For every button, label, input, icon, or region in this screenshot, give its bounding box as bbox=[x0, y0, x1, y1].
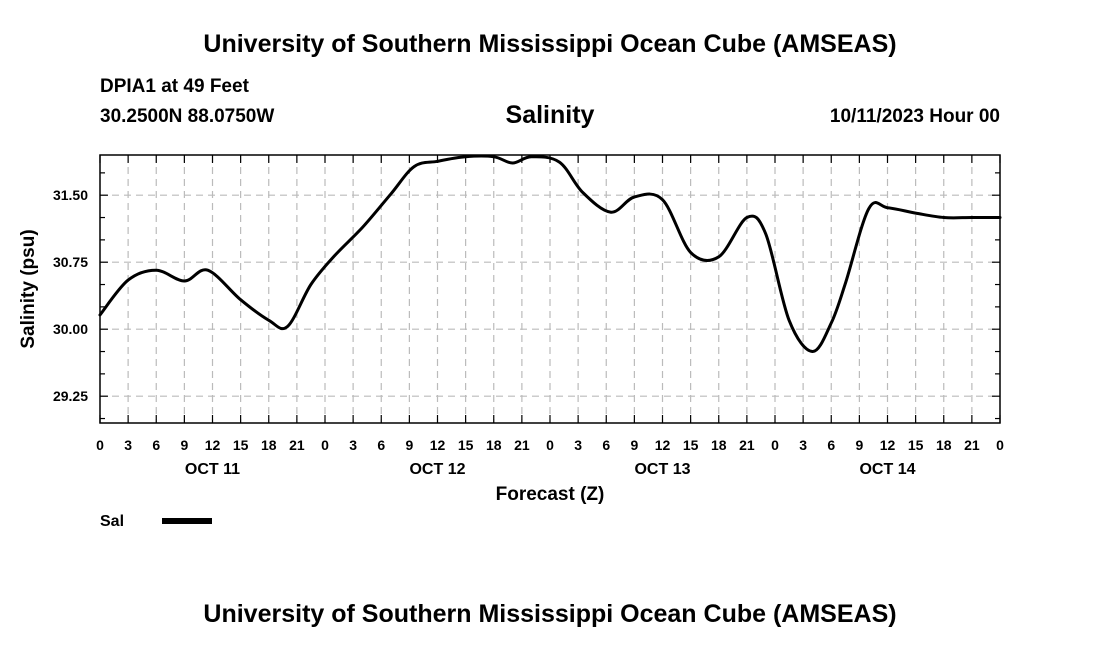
x-tick-label: 15 bbox=[458, 437, 474, 453]
x-tick-label: 21 bbox=[514, 437, 530, 453]
x-axis-labels: 0 3 6 9 12 15 18 21 0 3 6 9 12 15 18 21 0 3 6 9 12 15 18 21 0 3 6 9… bbox=[96, 437, 1004, 478]
x-tick-label: 6 bbox=[377, 437, 385, 453]
x-tick-label: 18 bbox=[711, 437, 727, 453]
x-tick-label: 0 bbox=[771, 437, 779, 453]
x-tick-label: 15 bbox=[683, 437, 699, 453]
x-tick-label: 15 bbox=[233, 437, 249, 453]
y-tick-label: 30.75 bbox=[53, 254, 88, 270]
x-day-label: OCT 11 bbox=[185, 461, 240, 478]
chart-title: Salinity bbox=[505, 101, 595, 129]
x-tick-label: 3 bbox=[124, 437, 132, 453]
salinity-series-line bbox=[98, 154, 1002, 353]
x-tick-label: 0 bbox=[96, 437, 104, 453]
x-tick-label: 6 bbox=[827, 437, 835, 453]
x-tick-label: 9 bbox=[180, 437, 188, 453]
x-tick-label: 12 bbox=[655, 437, 671, 453]
x-tick-label: 12 bbox=[430, 437, 446, 453]
x-tick-label: 18 bbox=[486, 437, 502, 453]
station-label: DPIA1 at 49 Feet bbox=[100, 76, 249, 97]
x-day-label: OCT 14 bbox=[859, 461, 915, 478]
y-tick-label: 31.50 bbox=[53, 187, 88, 203]
x-tick-label: 12 bbox=[880, 437, 896, 453]
x-day-label: OCT 12 bbox=[409, 461, 465, 478]
forecast-datetime: 10/11/2023 Hour 00 bbox=[829, 106, 1000, 127]
x-tick-label: 12 bbox=[205, 437, 221, 453]
x-tick-label: 9 bbox=[405, 437, 413, 453]
x-tick-label: 6 bbox=[152, 437, 160, 453]
x-tick-label: 18 bbox=[936, 437, 952, 453]
chart-ticks bbox=[99, 155, 1001, 423]
x-day-label: OCT 13 bbox=[634, 461, 690, 478]
y-tick-label: 30.00 bbox=[53, 321, 88, 337]
x-tick-label: 6 bbox=[602, 437, 610, 453]
x-tick-label: 0 bbox=[546, 437, 554, 453]
x-tick-label: 9 bbox=[855, 437, 863, 453]
x-tick-label: 3 bbox=[799, 437, 807, 453]
x-tick-label: 9 bbox=[630, 437, 638, 453]
x-axis-title: Forecast (Z) bbox=[496, 484, 605, 505]
page-title: University of Southern Mississippi Ocean… bbox=[203, 30, 897, 58]
legend-label: Sal bbox=[100, 513, 124, 530]
x-tick-label: 21 bbox=[289, 437, 305, 453]
x-tick-label: 0 bbox=[996, 437, 1004, 453]
x-tick-label: 3 bbox=[574, 437, 582, 453]
x-tick-label: 15 bbox=[908, 437, 924, 453]
footer-title: University of Southern Mississippi Ocean… bbox=[203, 600, 897, 628]
chart-grid bbox=[100, 155, 1000, 423]
y-axis-title: Salinity (psu) bbox=[18, 229, 39, 348]
x-tick-label: 21 bbox=[964, 437, 980, 453]
plot-frame bbox=[99, 154, 1001, 424]
x-tick-label: 0 bbox=[321, 437, 329, 453]
y-tick-label: 29.25 bbox=[53, 388, 88, 404]
x-tick-label: 21 bbox=[739, 437, 755, 453]
y-axis-labels: 29.25 30.00 30.75 31.50 bbox=[53, 187, 88, 404]
x-tick-label: 3 bbox=[349, 437, 357, 453]
x-tick-label: 18 bbox=[261, 437, 277, 453]
coordinates-label: 30.2500N 88.0750W bbox=[100, 106, 275, 127]
